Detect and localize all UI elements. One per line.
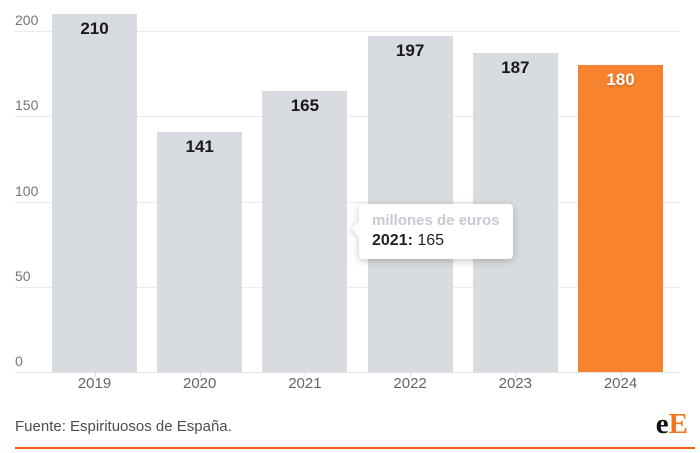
bar-2024[interactable] [578,65,663,372]
tooltip-title: millones de euros [372,212,500,229]
footer-rule [15,447,695,449]
y-axis-label-200: 200 [15,12,39,28]
x-axis-label-2020: 2020 [183,375,217,392]
bar-2019[interactable] [52,13,137,372]
x-axis-tick-2022 [410,372,412,377]
bar-value-2022: 197 [395,41,425,61]
x-axis-tick-2023 [515,372,517,377]
tooltip-arrow-icon [351,221,359,237]
eleconomista-logo: eE [656,408,688,440]
bar-value-2019: 210 [80,18,109,38]
bar-value-2023: 187 [501,58,530,78]
x-axis-tick-2024 [620,372,622,377]
x-axis-tick-2021 [304,372,306,377]
y-axis-label-0: 0 [15,353,23,369]
logo-letter-E: E [668,408,688,440]
y-axis-label-50: 50 [15,267,31,284]
gridline-100 [15,201,680,203]
bar-value-2021: 165 [290,95,320,115]
x-axis-label-2022: 2022 [393,375,427,392]
gridline-50 [15,286,680,288]
logo-letter-e: e [655,408,669,440]
x-axis-tick-2020 [199,372,201,377]
bar-chart-plot: 2024 180 2023 187 2022 197 2021 165 2020 141 2019 2… [15,12,680,392]
tooltip-row: 2021: 165 [372,230,500,251]
bar-2020[interactable] [157,131,243,372]
tooltip-category: 2021: [372,232,413,249]
source-text: Fuente: Espirituosos de España. [15,418,232,435]
x-axis-label-2024: 2024 [603,375,638,392]
bar-2021[interactable] [262,90,348,372]
x-axis-label-2023: 2023 [498,375,532,392]
y-axis-label-150: 150 [15,97,39,114]
bar-value-2020: 141 [185,136,214,156]
bar-value-2024: 180 [606,70,635,90]
tooltip: millones de euros 2021: 165 [351,204,513,259]
x-axis-baseline [15,372,680,373]
tooltip-value: 165 [417,232,445,249]
x-axis-tick-2019 [94,372,96,377]
x-axis-label-2019: 2019 [77,375,112,392]
y-axis-label-100: 100 [15,182,39,199]
gridline-150 [15,116,680,118]
x-axis-label-2021: 2021 [288,375,322,392]
gridline-200 [15,31,680,32]
